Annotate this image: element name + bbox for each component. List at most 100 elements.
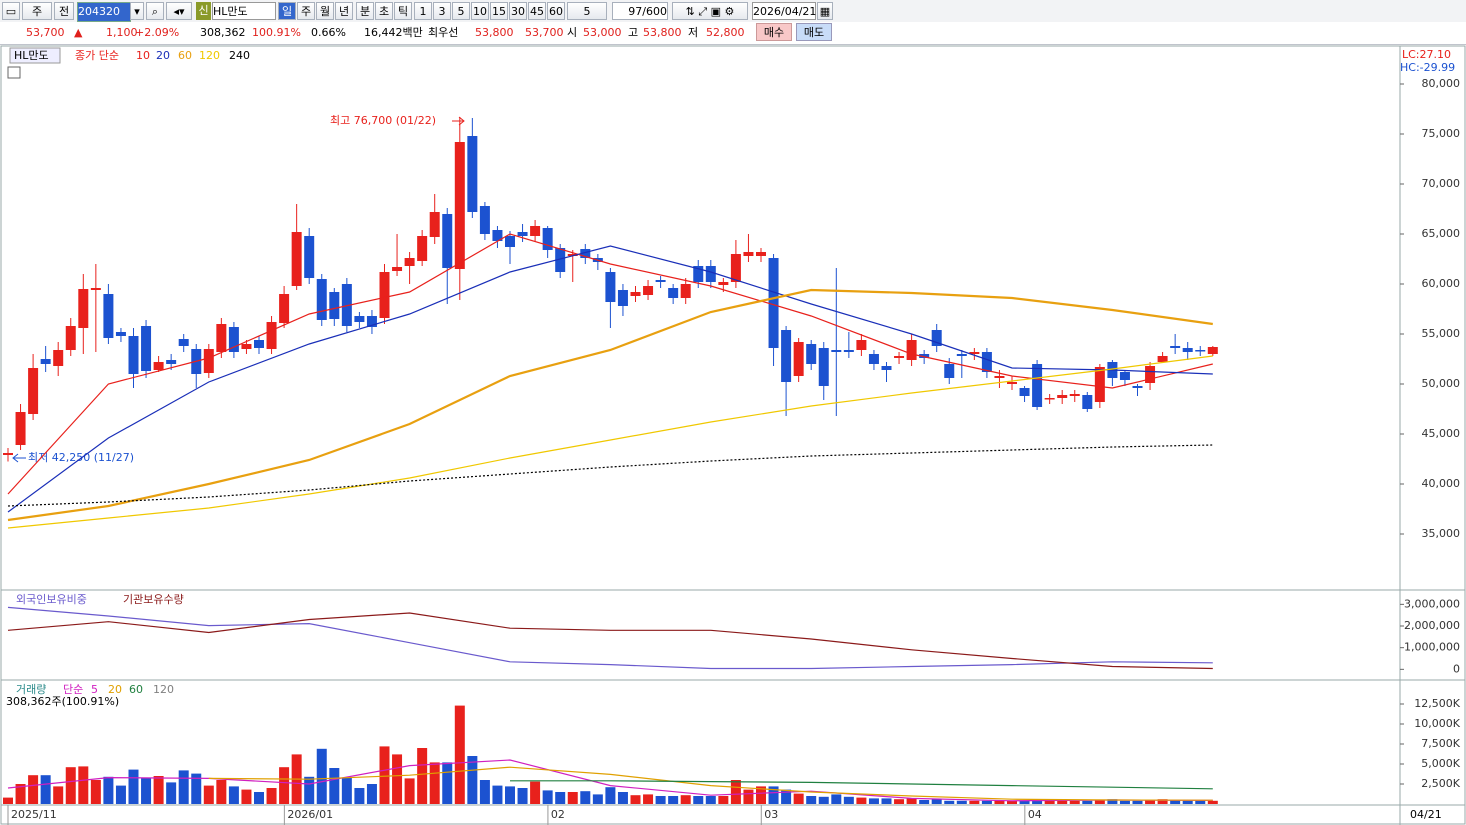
legend-item: 10 xyxy=(136,49,150,62)
candle-body xyxy=(254,340,264,348)
volume-bar xyxy=(1207,800,1218,804)
volume-bar xyxy=(994,800,1005,804)
candle-body xyxy=(781,330,792,382)
minute-button[interactable]: 1 xyxy=(414,2,432,20)
count-input[interactable]: 97/600 xyxy=(612,2,668,20)
calendar-button[interactable]: ▦ xyxy=(817,2,833,20)
candle-body xyxy=(1195,350,1206,352)
candle-body xyxy=(1145,366,1156,383)
minute-button[interactable]: 5 xyxy=(567,2,607,20)
quote-bar: 53,700 ▲ 1,100 +2.09% 308,362 100.91% 0.… xyxy=(0,22,1466,45)
candle-body xyxy=(1170,346,1181,348)
code-input[interactable]: 204320 xyxy=(77,2,131,22)
volume-bar xyxy=(743,789,754,804)
volume-bar xyxy=(178,770,189,804)
candle-body xyxy=(919,354,930,358)
candle-body xyxy=(28,368,39,414)
name-input[interactable]: HL만도 xyxy=(212,2,276,20)
y-tick-label: 5,000K xyxy=(1421,757,1460,770)
candle-body xyxy=(881,366,892,370)
candle-body xyxy=(3,453,13,455)
period-button[interactable]: 초 xyxy=(375,2,393,20)
candle-body xyxy=(178,339,189,346)
sell-button[interactable]: 매도 xyxy=(796,23,832,41)
volume-bar xyxy=(881,798,892,804)
x-tick-label: 02 xyxy=(551,808,565,821)
volume-bar xyxy=(1057,800,1068,804)
candle-body xyxy=(53,350,64,366)
volume-bar xyxy=(655,796,666,804)
candle-body xyxy=(1132,386,1143,388)
minute-button[interactable]: 60 xyxy=(547,2,565,20)
open-label: 시 xyxy=(567,26,578,39)
candle-body xyxy=(1082,395,1093,409)
candle-body xyxy=(1057,395,1068,398)
date-input[interactable]: 2026/04/21 xyxy=(752,2,816,20)
candle-body xyxy=(1157,356,1168,362)
high-annotation: 최고 76,700 (01/22) xyxy=(330,114,436,127)
volume-bar xyxy=(329,768,340,804)
volume-bar xyxy=(617,792,628,804)
y-tick-label: 10,000K xyxy=(1414,717,1460,730)
candle-body xyxy=(65,326,76,350)
minute-button[interactable]: 10 xyxy=(471,2,489,20)
volume-bar xyxy=(931,799,942,804)
volume-bar xyxy=(316,748,327,804)
line-series xyxy=(7,444,1213,507)
minute-button[interactable]: 3 xyxy=(433,2,451,20)
period-button[interactable]: 일 xyxy=(278,2,296,20)
minute-button[interactable]: 45 xyxy=(528,2,546,20)
candle-body xyxy=(1007,382,1017,384)
period-button[interactable]: 분 xyxy=(356,2,374,20)
candle-body xyxy=(1207,347,1218,354)
minute-button[interactable]: 30 xyxy=(509,2,527,20)
volume-bar xyxy=(166,782,177,804)
minute-button[interactable]: 5 xyxy=(452,2,470,20)
legend-item: 20 xyxy=(156,49,170,62)
candle-body xyxy=(605,272,616,302)
volume-bar xyxy=(806,796,817,804)
menu-button[interactable]: ▭ xyxy=(2,2,20,20)
tool-icons[interactable]: ⇅ ⤢ ▣ ⚙ xyxy=(672,2,748,20)
period-button[interactable]: 주 xyxy=(297,2,315,20)
volume-bar xyxy=(65,767,76,804)
volume-bar xyxy=(228,786,239,804)
candle-body xyxy=(417,236,428,261)
buy-button[interactable]: 매수 xyxy=(756,23,792,41)
legend-item: 20 xyxy=(108,683,122,696)
code-dropdown[interactable]: ▾ xyxy=(130,2,144,20)
candle-body xyxy=(279,294,290,323)
candle-body xyxy=(304,236,315,278)
y-tick-label: 65,000 xyxy=(1422,227,1461,240)
candle-body xyxy=(467,136,478,212)
period-button[interactable]: 월 xyxy=(316,2,334,20)
prev-button[interactable]: 전 xyxy=(54,2,74,20)
y-tick-label: 12,500K xyxy=(1414,697,1460,710)
y-tick-label: 3,000,000 xyxy=(1404,597,1460,610)
candle-body xyxy=(517,232,528,236)
candle-body xyxy=(241,344,252,349)
price: 53,700 xyxy=(26,26,65,39)
volume-bar xyxy=(856,797,867,804)
minute-button[interactable]: 15 xyxy=(490,2,508,20)
last-date: 04/21 xyxy=(1410,808,1442,821)
unit-select[interactable]: 주 xyxy=(22,2,52,20)
change: 1,100 xyxy=(106,26,138,39)
volume-bar xyxy=(693,796,704,804)
sound-button[interactable]: ◂▾ xyxy=(166,2,192,20)
candle-body xyxy=(643,286,654,295)
y-tick-label: 70,000 xyxy=(1422,177,1461,190)
y-tick-label: 50,000 xyxy=(1422,377,1461,390)
volume-ratio: 100.91% xyxy=(252,26,301,39)
search-button[interactable]: ⌕ xyxy=(146,2,164,20)
candle-body xyxy=(668,288,679,298)
open: 53,000 xyxy=(583,26,622,39)
candle-body xyxy=(479,206,490,234)
candle-body xyxy=(228,327,239,352)
candle-body xyxy=(894,356,905,358)
volume-bar xyxy=(718,796,729,804)
period-button[interactable]: 년 xyxy=(335,2,353,20)
volume-bar xyxy=(279,767,290,804)
period-button[interactable]: 틱 xyxy=(394,2,412,20)
candle-body xyxy=(931,330,942,346)
